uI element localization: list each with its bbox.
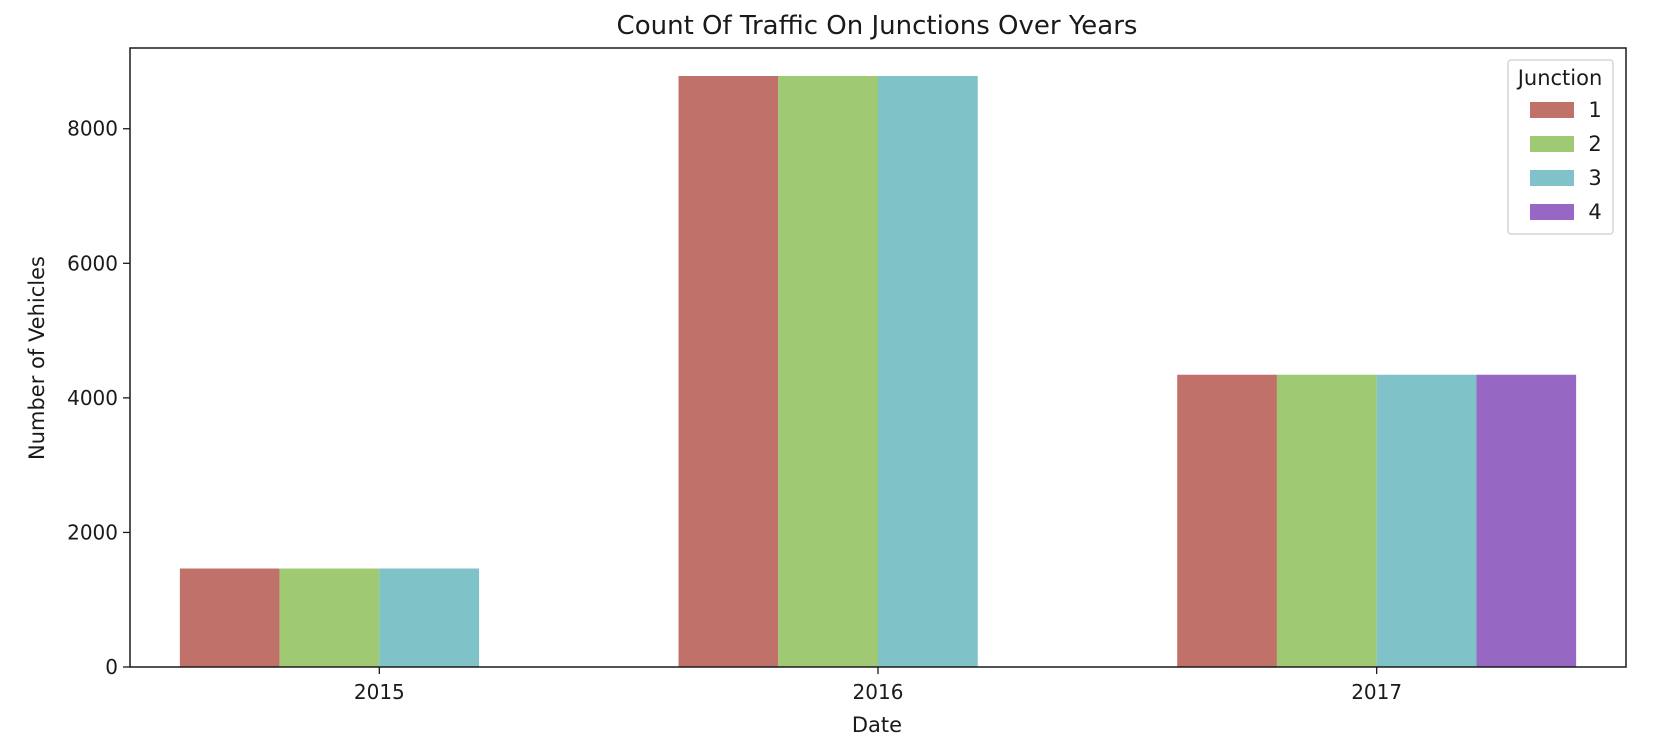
bar-2016-junction-1 bbox=[678, 75, 779, 667]
bars-group bbox=[179, 75, 1577, 667]
x-tick-label: 2015 bbox=[354, 680, 405, 704]
x-axis-ticks: 2015 2016 2017 bbox=[354, 667, 1402, 704]
chart-title: Count Of Traffic On Junctions Over Years bbox=[617, 11, 1138, 41]
y-tick-label: 8000 bbox=[67, 117, 118, 141]
bar-2016-junction-2 bbox=[778, 75, 878, 667]
bar-2017-junction-3 bbox=[1376, 374, 1477, 667]
bar-2017-junction-1 bbox=[1177, 374, 1277, 667]
bar-2017-junction-4 bbox=[1476, 374, 1577, 667]
y-axis-label: Number of Vehicles bbox=[25, 256, 49, 460]
bar-2017-junction-2 bbox=[1276, 374, 1377, 667]
x-tick-label: 2016 bbox=[853, 680, 904, 704]
bar-2015-junction-1 bbox=[179, 568, 280, 667]
legend-swatch-junction-3 bbox=[1530, 170, 1574, 186]
bar-2015-junction-2 bbox=[279, 568, 380, 667]
y-tick-label: 4000 bbox=[67, 386, 118, 410]
legend-swatch-junction-2 bbox=[1530, 136, 1574, 152]
bar-2016-junction-3 bbox=[878, 75, 978, 667]
legend-swatch-junction-4 bbox=[1530, 204, 1574, 220]
legend-label-junction-1: 1 bbox=[1588, 98, 1601, 122]
legend-items: 1 2 3 4 bbox=[1530, 98, 1602, 224]
legend: Junction 1 2 3 4 bbox=[1507, 59, 1614, 235]
legend-swatch-junction-1 bbox=[1530, 102, 1574, 118]
y-tick-label: 2000 bbox=[67, 520, 118, 544]
y-tick-label: 6000 bbox=[67, 251, 118, 275]
x-axis-label: Date bbox=[852, 713, 902, 737]
x-tick-label: 2017 bbox=[1351, 680, 1402, 704]
legend-label-junction-3: 3 bbox=[1588, 166, 1601, 190]
legend-label-junction-2: 2 bbox=[1588, 132, 1601, 156]
y-tick-label: 0 bbox=[105, 655, 118, 679]
legend-title: Junction bbox=[1516, 66, 1603, 90]
y-axis-ticks: 0 2000 4000 6000 8000 bbox=[67, 117, 130, 679]
legend-label-junction-4: 4 bbox=[1588, 200, 1601, 224]
bar-2015-junction-3 bbox=[379, 568, 480, 667]
